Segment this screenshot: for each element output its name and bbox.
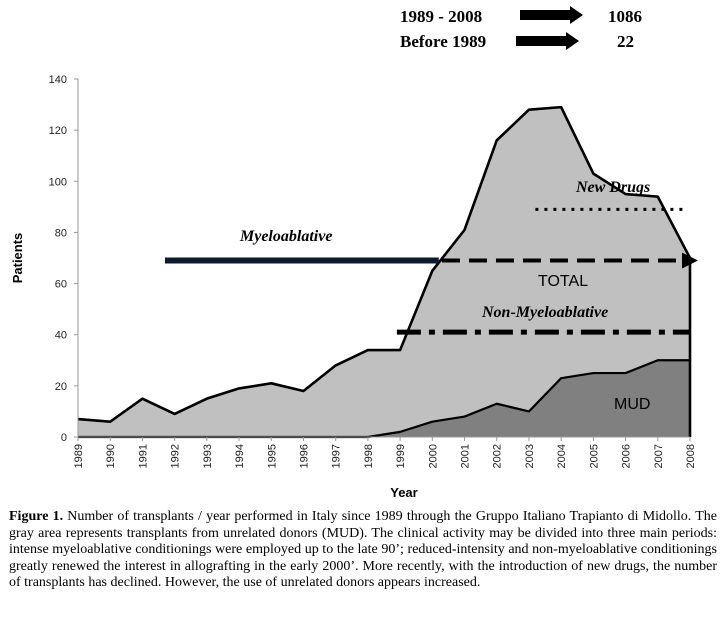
x-tick-label: 2000 [427,444,439,468]
x-tick-label: 1994 [234,444,246,468]
x-tick-label: 1992 [170,444,182,468]
x-tick-label: 2008 [685,444,697,468]
x-tick-label: 1993 [202,444,214,468]
y-tick-label: 60 [55,279,67,291]
y-tick-label: 20 [55,381,67,393]
x-tick-label: 1990 [105,444,117,468]
y-tick-label: 40 [55,330,67,342]
x-tick-label: 2002 [492,444,504,468]
y-tick-label: 80 [55,227,67,239]
x-tick-label: 1995 [266,444,278,468]
x-axis-title: Year [390,485,417,500]
y-tick-label: 0 [61,432,67,444]
x-tick-label: 1999 [395,444,407,468]
label-non-myeloablative: Non-Myeloablative [481,304,608,321]
x-tick-label: 1998 [363,444,375,468]
x-tick-label: 2005 [588,444,600,468]
axes [77,79,690,438]
caption-text: Number of transplants / year performed i… [9,509,718,591]
header-value-1: 1086 [608,7,642,26]
area-layer [77,105,692,439]
x-tick-label: 2001 [460,444,472,468]
period-markers [164,207,698,335]
area-total [78,107,690,437]
x-tick-label: 2004 [556,444,568,468]
x-tick-label: 2003 [524,444,536,468]
x-tick-label: 1991 [137,444,149,468]
x-tick-labels: 1989 1990 1991 1992 1993 1994 1995 1996 1997 1998… [73,437,697,468]
header-value-2: 22 [617,32,634,51]
y-tick-label: 140 [49,74,67,86]
x-tick-label: 1997 [331,444,343,468]
y-tick-label: 120 [49,125,67,137]
y-axis-title: Patients [10,233,25,284]
area-mud [78,360,690,437]
arrow-right-icon [520,6,583,24]
y-tick-labels: 0 20 40 60 80 100 120 140 [49,74,78,444]
header-period-2: Before 1989 [400,32,486,51]
x-tick-label: 2007 [653,444,665,468]
arrow-right-icon [516,32,579,50]
label-total: TOTAL [538,273,588,290]
header-totals: 1989 - 2008 1086 Before 1989 22 [400,6,642,51]
x-tick-label: 2006 [621,444,633,468]
y-tick-label: 100 [49,176,67,188]
label-myeloablative: Myeloablative [239,228,332,245]
transplant-chart: 1989 - 2008 1086 Before 1989 22 0 20 40 60 8… [10,6,698,500]
x-tick-label: 1989 [73,444,85,468]
label-new-drugs: New Drugs [575,179,650,196]
series-line-total [77,105,692,423]
caption-label: Figure 1. [9,509,64,524]
label-mud: MUD [614,396,650,413]
x-tick-label: 1996 [298,444,310,468]
header-period-1: 1989 - 2008 [400,7,482,26]
figure-caption: Figure 1. Number of transplants / year p… [9,509,717,592]
